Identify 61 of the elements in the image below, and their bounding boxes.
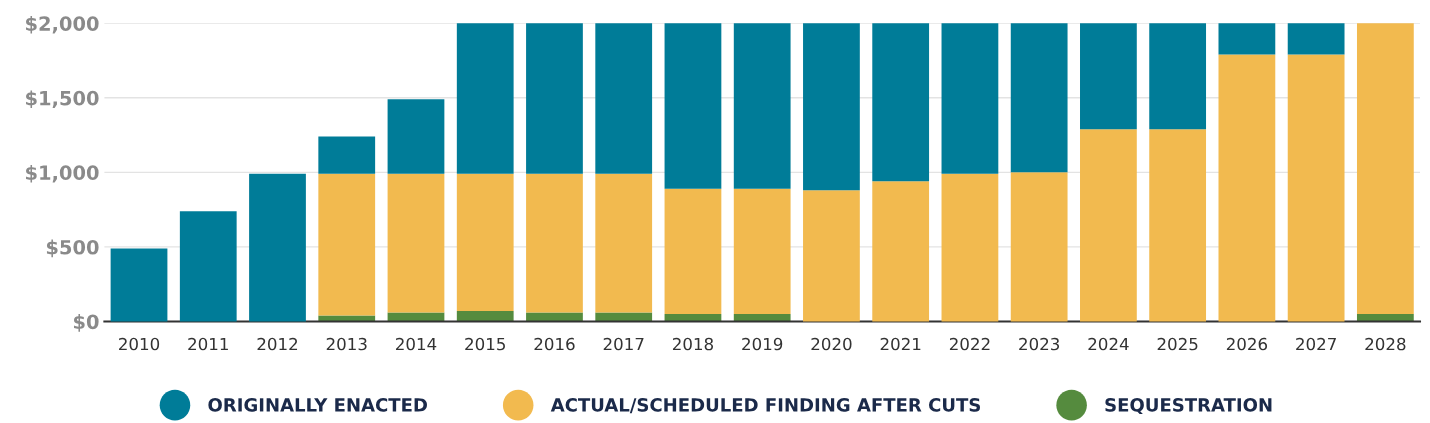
bar bbox=[1149, 129, 1207, 322]
x-tick-label: 2019 bbox=[742, 337, 783, 351]
x-tick-label: 2023 bbox=[1019, 337, 1060, 351]
bar bbox=[664, 23, 722, 189]
x-tick-label: 2017 bbox=[603, 337, 644, 351]
bar bbox=[803, 23, 860, 191]
legend-label: ACTUAL/SCHEDULED FINDING AFTER CUTS bbox=[550, 398, 981, 414]
x-tick-label: 2018 bbox=[672, 337, 714, 351]
x-tick-label: 2010 bbox=[119, 337, 160, 351]
y-tick-label: $1,000 bbox=[26, 164, 99, 183]
bar bbox=[1287, 23, 1345, 55]
bar bbox=[318, 173, 376, 316]
x-tick-label: 2024 bbox=[1088, 337, 1129, 351]
bar bbox=[179, 211, 237, 322]
bar bbox=[1218, 23, 1276, 55]
x-tick-label: 2014 bbox=[395, 337, 437, 351]
x-tick-label: 2025 bbox=[1157, 337, 1198, 351]
bar bbox=[803, 190, 860, 322]
x-tick-label: 2027 bbox=[1296, 337, 1336, 351]
bar bbox=[733, 23, 791, 189]
bar bbox=[387, 99, 445, 174]
y-tick-label: $0 bbox=[73, 314, 99, 332]
bar bbox=[1080, 129, 1137, 322]
bar bbox=[872, 181, 930, 322]
x-tick-label: 2013 bbox=[326, 337, 367, 351]
bar bbox=[595, 173, 653, 313]
x-tick-label: 2020 bbox=[811, 337, 852, 351]
bar bbox=[595, 23, 653, 174]
bar bbox=[526, 173, 583, 313]
x-tick-label: 2021 bbox=[880, 337, 921, 351]
bar bbox=[110, 248, 168, 322]
bar bbox=[1356, 23, 1414, 315]
x-tick-label: 2011 bbox=[188, 337, 228, 351]
bar bbox=[1149, 23, 1207, 130]
bar bbox=[941, 23, 999, 174]
y-tick-label: $2,000 bbox=[26, 15, 99, 34]
y-tick-label: $500 bbox=[46, 239, 99, 258]
y-tick-label: $1,500 bbox=[26, 90, 99, 109]
bar bbox=[664, 188, 722, 315]
bar bbox=[249, 173, 306, 322]
bar bbox=[1287, 54, 1345, 322]
x-tick-label: 2012 bbox=[257, 337, 298, 351]
bar bbox=[456, 173, 514, 312]
legend-label: ORIGINALLY ENACTED bbox=[208, 398, 427, 412]
x-tick-label: 2028 bbox=[1365, 337, 1406, 351]
bar bbox=[1010, 23, 1068, 173]
bar bbox=[1010, 172, 1068, 322]
x-tick-label: 2026 bbox=[1226, 337, 1268, 351]
x-tick-label: 2016 bbox=[534, 337, 575, 351]
bar bbox=[1218, 54, 1276, 322]
bar bbox=[526, 23, 583, 174]
bar bbox=[941, 173, 999, 322]
bar bbox=[733, 188, 791, 315]
bar bbox=[318, 136, 376, 174]
bar bbox=[387, 173, 445, 313]
x-tick-label: 2015 bbox=[465, 337, 505, 351]
x-tick-label: 2022 bbox=[949, 337, 990, 351]
bar bbox=[1080, 23, 1137, 130]
bar bbox=[872, 23, 930, 182]
legend-label: SEQUESTRATION bbox=[1105, 398, 1272, 415]
bar bbox=[456, 23, 514, 174]
